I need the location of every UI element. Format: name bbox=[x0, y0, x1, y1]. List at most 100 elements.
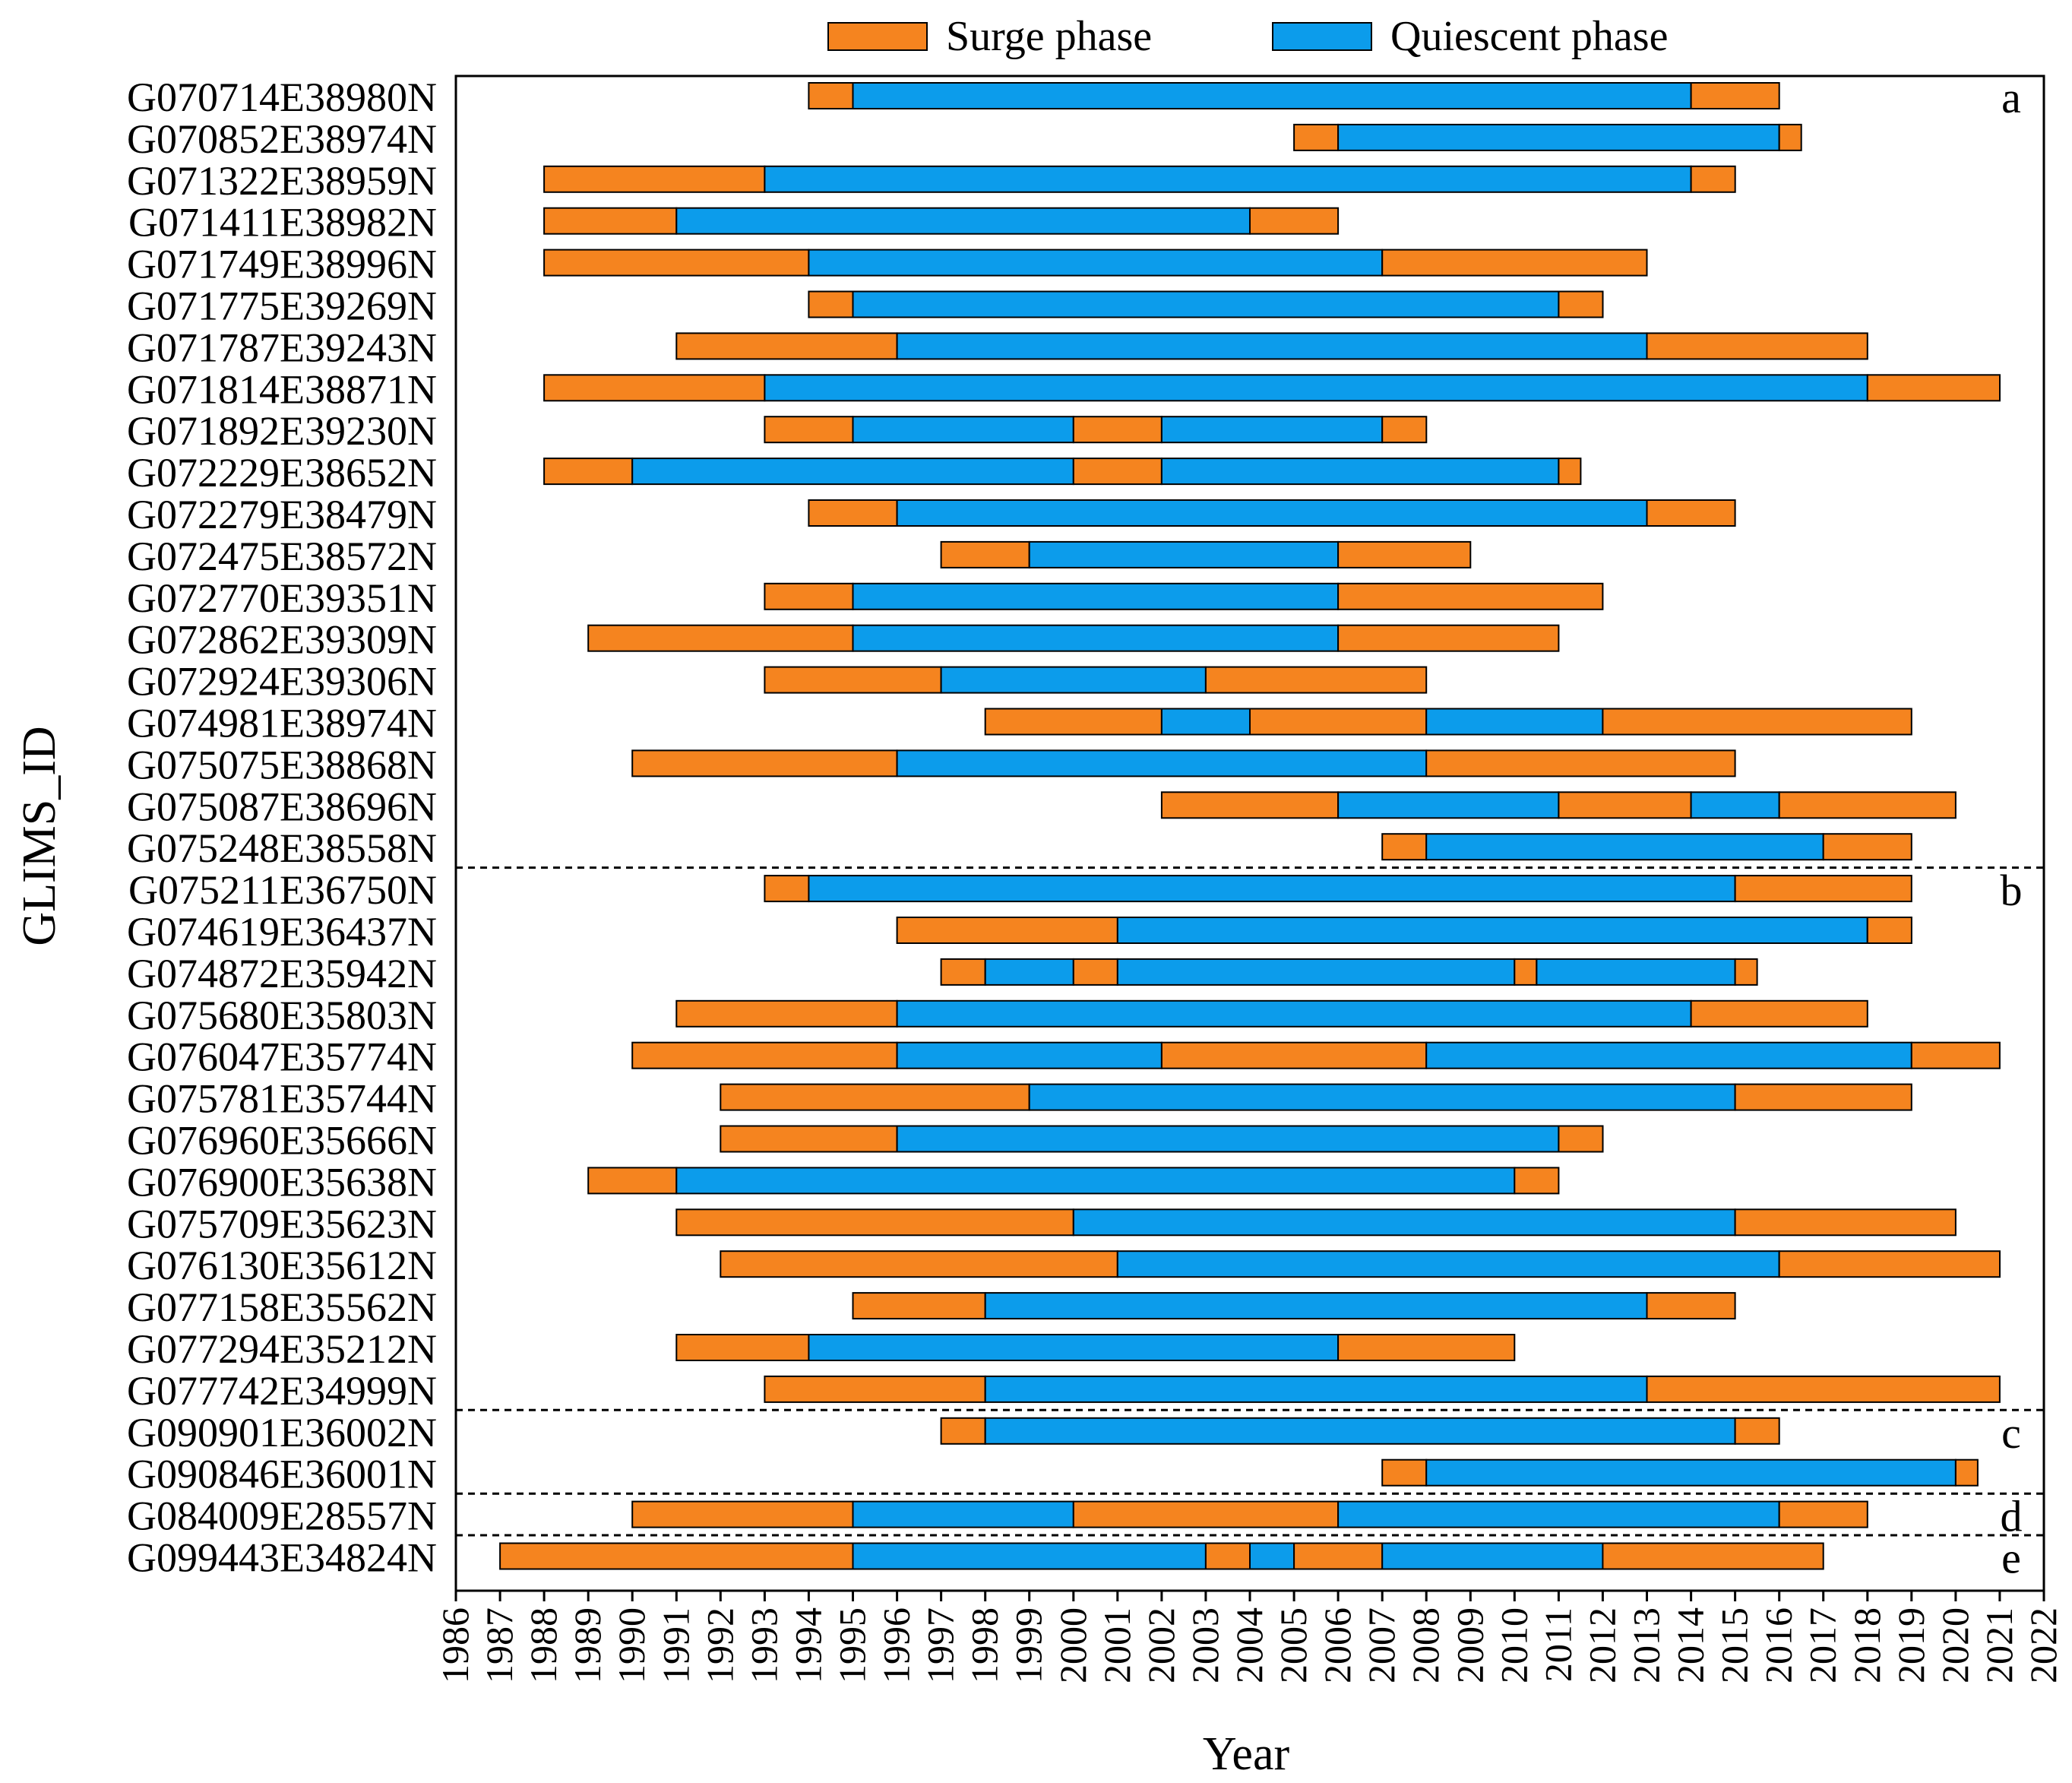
bar-G070714E38980N-surge-2 bbox=[1690, 82, 1780, 109]
bar-G072279E38479N-surge-2 bbox=[1646, 499, 1736, 527]
y-label-G071322E38959N: G071322E38959N bbox=[127, 158, 437, 204]
x-tick-label-2020: 2020 bbox=[1934, 1607, 1976, 1683]
y-label-G070852E38974N: G070852E38974N bbox=[127, 116, 437, 162]
bar-G074981E38974N-surge-2 bbox=[1249, 708, 1428, 736]
bar-G075211E36750N-quiescent-1 bbox=[808, 875, 1736, 903]
bar-G072279E38479N-quiescent-1 bbox=[896, 499, 1648, 527]
bar-G075075E38868N-surge-0 bbox=[631, 749, 898, 777]
bar-G070714E38980N-quiescent-1 bbox=[852, 82, 1692, 109]
bar-G075248E38558N-surge-2 bbox=[1822, 833, 1912, 861]
y-label-G071775E39269N: G071775E39269N bbox=[127, 283, 437, 329]
bar-G072229E38652N-surge-2 bbox=[1072, 458, 1163, 486]
bar-G076960E35666N-surge-2 bbox=[1558, 1125, 1604, 1153]
bar-G075248E38558N-surge-0 bbox=[1381, 833, 1428, 861]
bars-layer bbox=[499, 82, 2001, 1570]
bar-G076047E35774N-surge-2 bbox=[1160, 1041, 1428, 1069]
y-label-G075075E38868N: G075075E38868N bbox=[127, 742, 437, 787]
bar-G075087E38696N-surge-0 bbox=[1160, 791, 1340, 819]
bar-G076130E35612N-quiescent-1 bbox=[1116, 1250, 1780, 1278]
bar-G071749E38996N-surge-0 bbox=[543, 249, 810, 277]
bar-G084009E28557N-quiescent-3 bbox=[1337, 1500, 1780, 1528]
bar-G071892E39230N-quiescent-1 bbox=[852, 416, 1074, 444]
bar-G072229E38652N-surge-4 bbox=[1558, 458, 1582, 486]
bar-G071322E38959N-quiescent-1 bbox=[764, 165, 1692, 193]
y-label-G075680E35803N: G075680E35803N bbox=[127, 993, 437, 1038]
bar-G076960E35666N-surge-0 bbox=[720, 1125, 898, 1153]
bar-G076900E35638N-quiescent-1 bbox=[675, 1167, 1516, 1195]
bar-G071814E38871N-surge-2 bbox=[1866, 374, 2001, 402]
bar-G075075E38868N-surge-2 bbox=[1425, 749, 1736, 777]
bar-G077158E35562N-quiescent-1 bbox=[984, 1292, 1648, 1320]
bar-G099443E34824N-surge-6 bbox=[1602, 1542, 1824, 1570]
bar-G072279E38479N-surge-0 bbox=[808, 499, 898, 527]
y-label-G077742E34999N: G077742E34999N bbox=[127, 1368, 437, 1414]
x-tick-label-2008: 2008 bbox=[1404, 1607, 1447, 1683]
bar-G076900E35638N-surge-2 bbox=[1514, 1167, 1560, 1195]
bar-G075248E38558N-quiescent-1 bbox=[1425, 833, 1824, 861]
bar-G072770E39351N-surge-0 bbox=[764, 582, 854, 610]
x-tick-label-2003: 2003 bbox=[1184, 1607, 1226, 1683]
x-tick-label-1990: 1990 bbox=[610, 1607, 653, 1683]
bar-G071892E39230N-surge-4 bbox=[1381, 416, 1428, 444]
x-tick-label-1999: 1999 bbox=[1008, 1607, 1050, 1683]
y-label-G074981E38974N: G074981E38974N bbox=[127, 701, 437, 746]
bar-G071892E39230N-surge-2 bbox=[1072, 416, 1163, 444]
bar-G071787E39243N-surge-0 bbox=[675, 332, 898, 360]
y-label-G075211E36750N: G075211E36750N bbox=[128, 867, 437, 913]
y-axis-title: GLIMS_ID bbox=[14, 726, 65, 945]
bar-G077294E35212N-surge-0 bbox=[675, 1334, 810, 1361]
bar-G076130E35612N-surge-2 bbox=[1778, 1250, 2001, 1278]
bar-G084009E28557N-surge-2 bbox=[1072, 1500, 1340, 1528]
y-label-G071787E39243N: G071787E39243N bbox=[127, 325, 437, 370]
bar-G074981E38974N-surge-4 bbox=[1602, 708, 1912, 736]
group-labels: a b cde bbox=[2001, 73, 2023, 1583]
y-label-G076130E35612N: G076130E35612N bbox=[127, 1243, 437, 1288]
bar-G075087E38696N-quiescent-1 bbox=[1337, 791, 1560, 819]
bar-G077742E34999N-quiescent-1 bbox=[984, 1375, 1648, 1403]
bar-G075211E36750N-surge-0 bbox=[764, 875, 810, 903]
bar-G071892E39230N-quiescent-3 bbox=[1160, 416, 1384, 444]
bar-G090901E36002N-quiescent-1 bbox=[984, 1417, 1736, 1445]
y-axis-labels: G070714E38980NG070852E38974NG071322E3895… bbox=[127, 74, 437, 1581]
legend-label-surge: Surge phase bbox=[946, 13, 1152, 60]
bar-G071814E38871N-surge-0 bbox=[543, 374, 766, 402]
bar-G072924E39306N-surge-0 bbox=[764, 666, 942, 694]
x-tick-label-1992: 1992 bbox=[698, 1607, 741, 1683]
x-tick-label-1997: 1997 bbox=[919, 1607, 962, 1683]
x-tick-label-1987: 1987 bbox=[478, 1607, 520, 1683]
x-tick-label-2007: 2007 bbox=[1360, 1607, 1403, 1683]
bar-G084009E28557N-surge-4 bbox=[1778, 1500, 1868, 1528]
x-tick-label-2019: 2019 bbox=[1890, 1607, 1932, 1683]
x-tick-label-1995: 1995 bbox=[831, 1607, 874, 1683]
y-label-G090846E36001N: G090846E36001N bbox=[127, 1452, 437, 1497]
bar-G071775E39269N-surge-2 bbox=[1558, 290, 1604, 318]
bar-G090846E36001N-surge-2 bbox=[1954, 1458, 1979, 1487]
bar-G071892E39230N-surge-0 bbox=[764, 416, 854, 444]
bar-G084009E28557N-quiescent-1 bbox=[852, 1500, 1074, 1528]
x-tick-label-2017: 2017 bbox=[1802, 1607, 1844, 1683]
bar-G074981E38974N-surge-0 bbox=[984, 708, 1163, 736]
y-label-G072862E39309N: G072862E39309N bbox=[127, 617, 437, 663]
bar-G077742E34999N-surge-0 bbox=[764, 1375, 986, 1403]
x-tick-label-2012: 2012 bbox=[1580, 1607, 1623, 1683]
x-tick-label-2002: 2002 bbox=[1140, 1607, 1182, 1683]
bar-G071411E38982N-surge-0 bbox=[543, 207, 678, 235]
bar-G074981E38974N-quiescent-3 bbox=[1425, 708, 1604, 736]
y-label-G099443E34824N: G099443E34824N bbox=[127, 1535, 437, 1581]
bar-G075075E38868N-quiescent-1 bbox=[896, 749, 1428, 777]
bar-G077294E35212N-surge-2 bbox=[1337, 1334, 1516, 1361]
bar-G071814E38871N-quiescent-1 bbox=[764, 374, 1868, 402]
bar-G071411E38982N-surge-2 bbox=[1249, 207, 1340, 235]
group-label-d: d bbox=[2001, 1492, 2023, 1541]
group-label-e: e bbox=[2001, 1534, 2021, 1583]
x-tick-label-2013: 2013 bbox=[1625, 1607, 1668, 1683]
bar-G072924E39306N-surge-2 bbox=[1204, 666, 1428, 694]
bar-G072475E38572N-surge-0 bbox=[940, 540, 1030, 568]
bar-G075680E35803N-surge-0 bbox=[675, 999, 898, 1028]
x-tick-label-2014: 2014 bbox=[1669, 1607, 1712, 1683]
bar-G074981E38974N-quiescent-1 bbox=[1160, 708, 1251, 736]
y-label-G090901E36002N: G090901E36002N bbox=[127, 1410, 437, 1455]
x-tick-label-2016: 2016 bbox=[1757, 1607, 1800, 1683]
x-tick-label-2000: 2000 bbox=[1052, 1607, 1094, 1683]
bar-G099443E34824N-surge-4 bbox=[1293, 1542, 1384, 1570]
